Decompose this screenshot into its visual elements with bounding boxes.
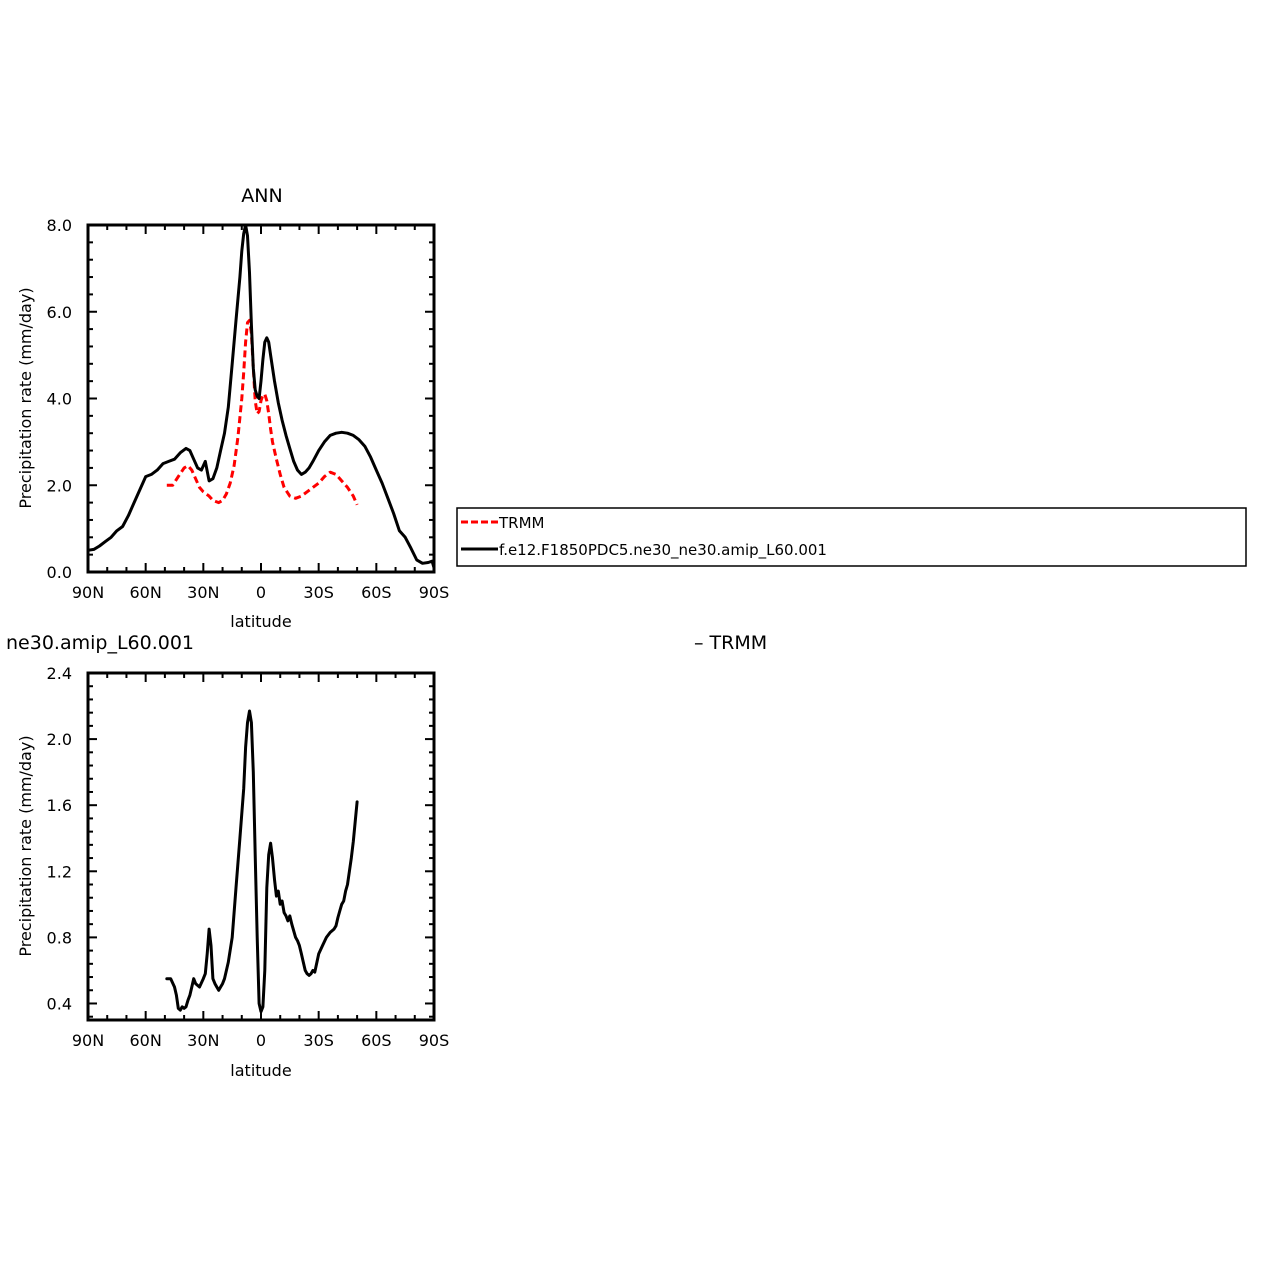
y-axis-label: Precipitation rate (mm/day) <box>16 287 35 508</box>
x-tick-label: 0 <box>256 1031 266 1050</box>
chart-panel-difference: ne30.amip_L60.001 – TRMM 90N 60N 30N 0 30S 60… <box>6 632 767 1080</box>
y-tick-label: 1.2 <box>47 862 72 881</box>
chart-panel-annual: ANN 90N 60N 30N 0 30S 60S 90S 0.02.04.06.08.0 … <box>16 185 449 631</box>
legend-entry-model: f.e12.F1850PDC5.ne30_ne30.amip_L60.001 <box>499 541 827 560</box>
y-axis: 0.0 2.0 4.0 6.0 8.0 <box>47 216 434 582</box>
x-tick-label: 60S <box>361 583 392 602</box>
y-tick-label: 2.4 <box>47 664 72 683</box>
x-tick-label: 90S <box>419 1031 450 1050</box>
series-group <box>165 709 359 1014</box>
x-tick-label: 90N <box>72 1031 104 1050</box>
x-tick-label: 30S <box>303 583 334 602</box>
y-tick-label: 2.0 <box>47 730 72 749</box>
y-tick-label: 2.0 <box>47 476 72 495</box>
y-tick-label: 6.0 <box>47 303 72 322</box>
series-line-f-e12-f1850pdc5-ne30-ne30-amip-l60-001 <box>86 223 436 570</box>
x-axis-label: latitude <box>230 1061 291 1080</box>
x-tick-label: 0 <box>256 583 266 602</box>
x-tick-label: 30N <box>187 1031 219 1050</box>
y-tick-label: 8.0 <box>47 216 72 235</box>
y-tick-label: 1.6 <box>47 796 72 815</box>
y-tick-label: 4.0 <box>47 390 72 409</box>
x-tick-label: 30N <box>187 583 219 602</box>
x-axis: 90N 60N 30N 0 30S 60S 90S <box>72 673 449 1050</box>
series-line-trmm <box>166 318 359 506</box>
x-tick-label: 90S <box>419 583 450 602</box>
series-group <box>86 223 436 570</box>
series-line-1-0 <box>165 709 359 1014</box>
y-axis: 0.4 0.8 1.2 1.6 2.0 2.4 <box>47 664 434 1018</box>
x-tick-label: 90N <box>72 583 104 602</box>
legend: TRMM f.e12.F1850PDC5.ne30_ne30.amip_L60.… <box>456 507 1247 567</box>
x-axis-label: latitude <box>230 612 291 631</box>
legend-box <box>456 507 1247 567</box>
x-tick-label: 30S <box>303 1031 334 1050</box>
y-tick-label: 0.0 <box>47 563 72 582</box>
chart-title: ne30.amip_L60.001 <box>6 632 194 654</box>
y-axis-label: Precipitation rate (mm/day) <box>16 735 35 956</box>
x-tick-label: 60N <box>130 1031 162 1050</box>
y-tick-label: 0.8 <box>47 928 72 947</box>
plot-frame <box>86 671 436 1022</box>
y-tick-label: 0.4 <box>47 994 72 1013</box>
x-tick-label: 60S <box>361 1031 392 1050</box>
chart-subtitle: – TRMM <box>694 632 767 654</box>
x-axis: 90N 60N 30N 0 30S 60S 90S <box>72 225 449 602</box>
legend-entry-trmm: TRMM <box>498 514 544 532</box>
x-tick-label: 60N <box>130 583 162 602</box>
chart-title: ANN <box>241 185 282 207</box>
